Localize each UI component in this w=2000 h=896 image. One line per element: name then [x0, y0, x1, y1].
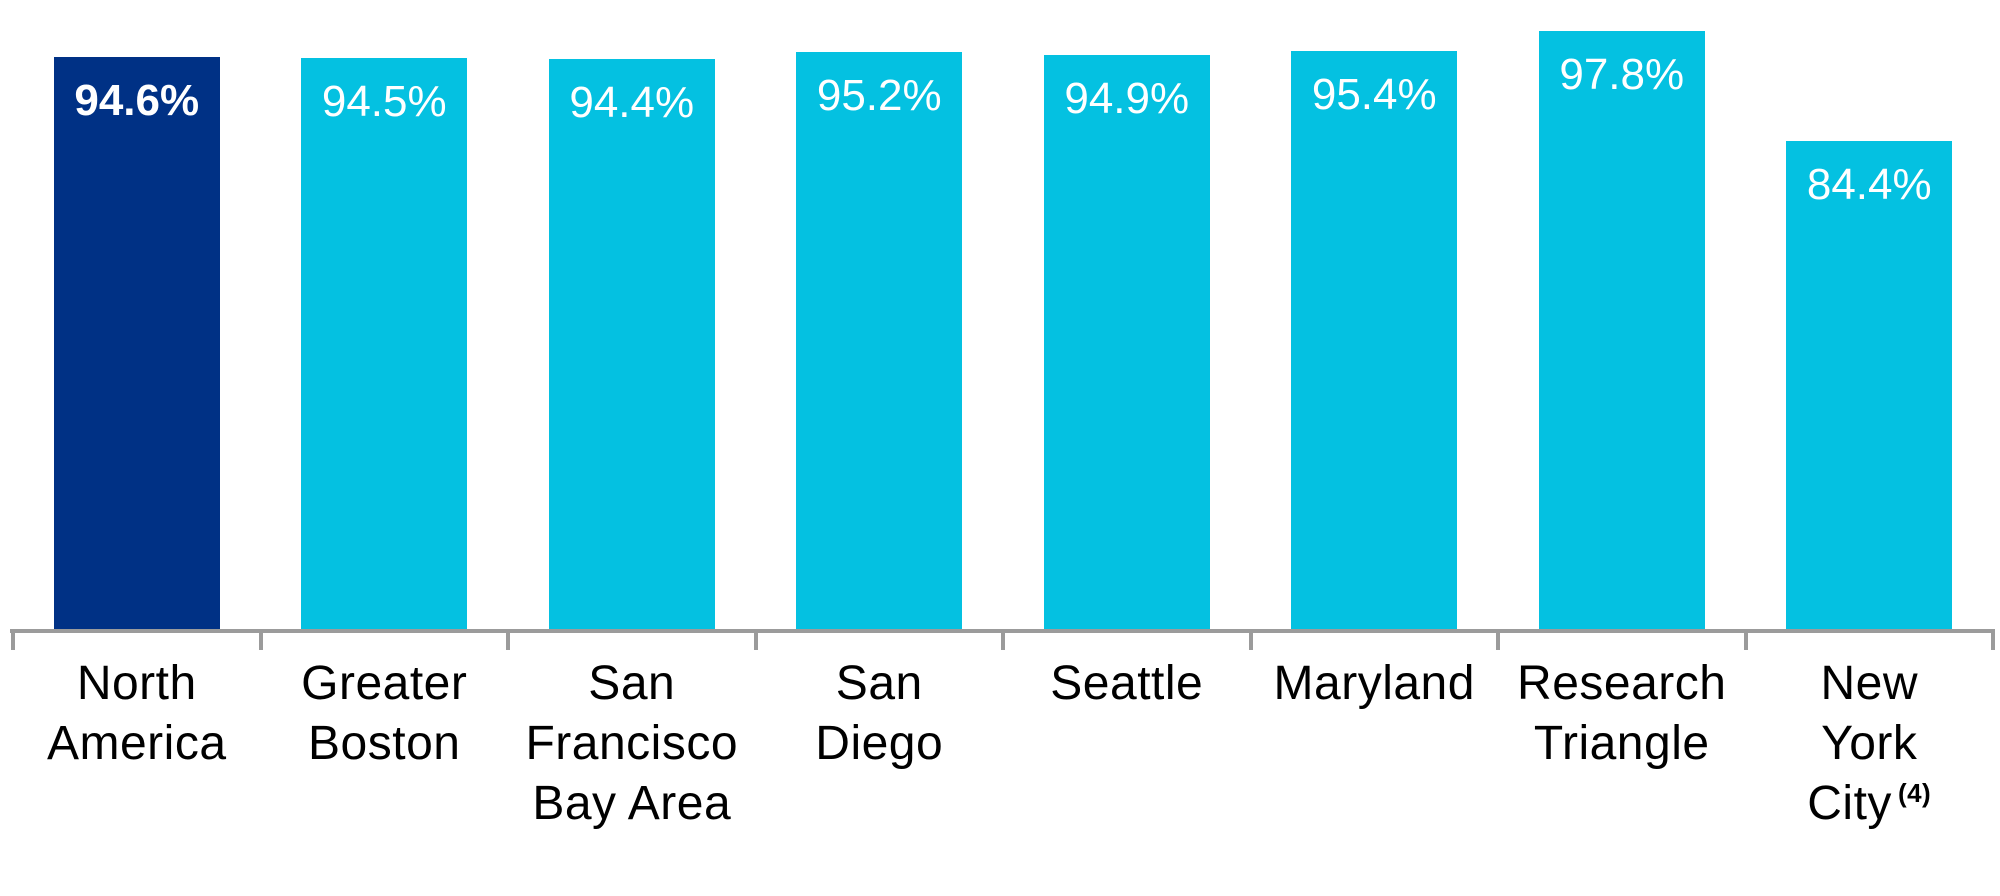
category-label-line: Diego	[815, 717, 944, 770]
bar-new-york-city-4: 84.4%	[1786, 141, 1953, 629]
bar-value-label: 94.5%	[321, 77, 447, 127]
bar-san-francisco-bay-area: 94.4%	[548, 58, 715, 629]
category-label: Maryland	[1251, 654, 1499, 714]
category-label-line: America	[46, 717, 227, 770]
bar-value-label: 95.2%	[816, 71, 942, 121]
bar-value-label: 94.4%	[569, 77, 695, 127]
x-axis-tick	[1991, 629, 1995, 650]
category-label-line: San	[588, 657, 676, 710]
category-label: San Francisco Bay Area	[508, 654, 756, 834]
x-axis-tick	[11, 629, 15, 650]
x-axis-tick	[506, 629, 510, 650]
x-axis-tick	[1743, 629, 1748, 650]
bar-value-label: 94.6%	[74, 76, 200, 126]
x-axis-line	[10, 629, 1994, 633]
category-label: North America	[13, 654, 261, 774]
category-label-line: Francisco	[525, 717, 739, 770]
category-label-line: Maryland	[1273, 657, 1475, 710]
category-label-line: North	[76, 657, 197, 710]
category-label-line: Research	[1517, 657, 1727, 710]
category-label: New York City (4)	[1746, 654, 1994, 834]
category-label-line: City	[1807, 777, 1892, 830]
bar-value-label: 95.4%	[1311, 69, 1437, 119]
bar-seattle: 94.9%	[1043, 54, 1210, 629]
x-axis-tick	[753, 629, 758, 650]
category-label-line: Bay Area	[532, 777, 732, 830]
bar-research-triangle: 97.8%	[1538, 31, 1705, 629]
category-label-line: York	[1821, 717, 1918, 770]
category-label-line: Triangle	[1533, 717, 1710, 770]
x-axis-tick	[1248, 629, 1253, 650]
bar-value-label: 94.9%	[1064, 73, 1190, 123]
category-label: Greater Boston	[261, 654, 509, 774]
category-label-line: Seattle	[1050, 657, 1204, 710]
bar-value-label: 84.4%	[1806, 160, 1932, 210]
bar-san-diego: 95.2%	[796, 52, 963, 629]
category-label: San Diego	[756, 654, 1004, 774]
bar-north-america: 94.6%	[53, 57, 220, 629]
category-label-line: Boston	[308, 717, 461, 770]
bar-greater-boston: 94.5%	[301, 58, 468, 629]
category-label-line: Greater	[301, 657, 468, 710]
bar-value-label: 97.8%	[1559, 50, 1685, 100]
x-axis-tick	[258, 629, 263, 650]
x-axis-tick	[1496, 629, 1500, 650]
category-label-line: New	[1820, 657, 1919, 710]
category-label: Seattle	[1003, 654, 1251, 714]
footnote-marker: (4)	[1897, 778, 1932, 808]
x-axis-tick	[1001, 629, 1005, 650]
bar-maryland: 95.4%	[1291, 50, 1458, 629]
category-label-line: San	[835, 657, 923, 710]
category-label: Research Triangle	[1498, 654, 1746, 774]
